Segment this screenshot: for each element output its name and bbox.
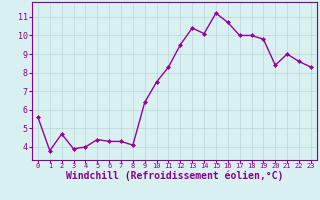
X-axis label: Windchill (Refroidissement éolien,°C): Windchill (Refroidissement éolien,°C) — [66, 171, 283, 181]
